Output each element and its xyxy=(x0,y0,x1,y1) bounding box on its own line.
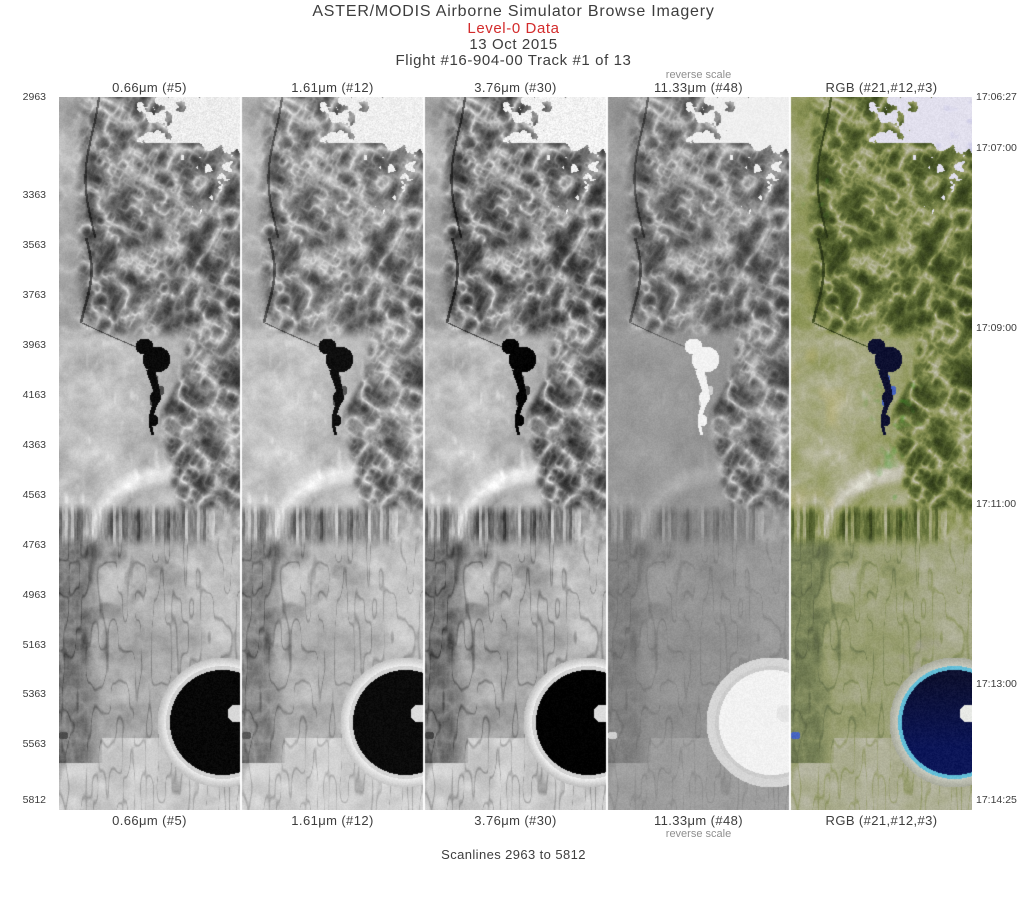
scanline-label-5812: 5812 xyxy=(22,794,46,806)
scanline-label-5363: 5363 xyxy=(22,688,46,700)
scanline-label-3563: 3563 xyxy=(22,239,46,251)
panel-label-top-band-rgb: RGB (#21,#12,#3) xyxy=(825,80,938,95)
scanline-label-3963: 3963 xyxy=(22,339,46,351)
scanline-label-4163: 4163 xyxy=(22,389,46,401)
data-level-label: Level-0 Data xyxy=(467,20,560,37)
page-title: ASTER/MODIS Airborne Simulator Browse Im… xyxy=(312,3,715,20)
time-label-171425: 17:14:25 xyxy=(976,794,1017,806)
panel-label-top-band-3p76um: 3.76μm (#30) xyxy=(474,80,557,95)
scanline-label-2963: 2963 xyxy=(22,91,46,103)
time-label-171100: 17:11:00 xyxy=(976,498,1017,510)
scanline-label-5163: 5163 xyxy=(22,639,46,651)
panel-label-bottom-band-rgb: RGB (#21,#12,#3) xyxy=(825,813,938,828)
imagery-strips xyxy=(59,97,972,810)
scanline-label-4363: 4363 xyxy=(22,439,46,451)
panel-label-bottom-band-0p66um: 0.66μm (#5) xyxy=(112,813,187,828)
scanline-label-3363: 3363 xyxy=(22,189,46,201)
time-label-170700: 17:07:00 xyxy=(976,142,1017,154)
panel-label-bottom-band-11p33um: 11.33μm (#48) xyxy=(653,813,744,828)
panel-label-bottom-band-1p61um: 1.61μm (#12) xyxy=(291,813,374,828)
scanline-label-4963: 4963 xyxy=(22,589,46,601)
date-label: 13 Oct 2015 xyxy=(469,36,558,53)
panel-label-top-band-0p66um: 0.66μm (#5) xyxy=(112,80,187,95)
scanline-label-4563: 4563 xyxy=(22,489,46,501)
panel-label-top-band-1p61um: 1.61μm (#12) xyxy=(291,80,374,95)
time-label-170900: 17:09:00 xyxy=(976,322,1017,334)
scanline-label-3763: 3763 xyxy=(22,289,46,301)
panel-label-bottom-band-3p76um: 3.76μm (#30) xyxy=(474,813,557,828)
scanline-label-4763: 4763 xyxy=(22,539,46,551)
time-label-171300: 17:13:00 xyxy=(976,678,1017,690)
time-label-170627: 17:06:27 xyxy=(976,91,1017,103)
panel-bottom-note-band-11p33um: reverse scale xyxy=(665,828,732,840)
panel-top-note-band-11p33um: reverse scale xyxy=(665,69,732,81)
scanline-label-5563: 5563 xyxy=(22,738,46,750)
panel-label-top-band-11p33um: 11.33μm (#48) xyxy=(653,80,744,95)
scanline-range-caption: Scanlines 2963 to 5812 xyxy=(441,847,586,862)
flight-track-label: Flight #16-904-00 Track #1 of 13 xyxy=(395,52,632,69)
